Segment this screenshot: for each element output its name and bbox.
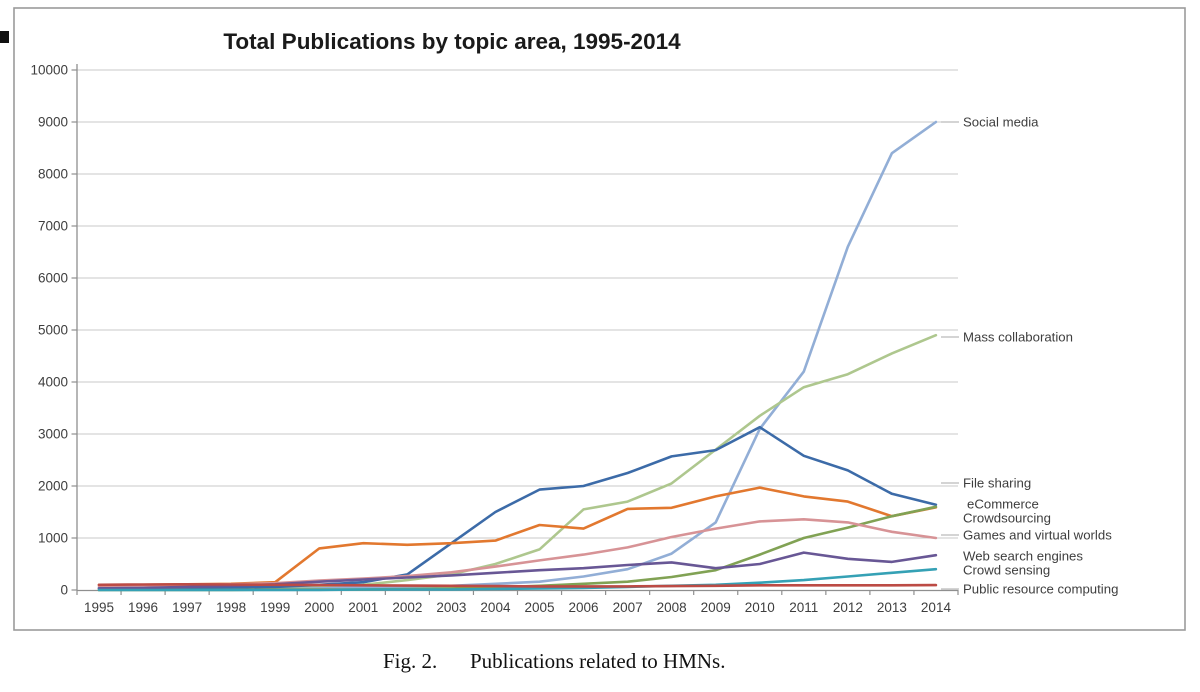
scan-artifact [0,31,9,43]
x-axis-label: 2004 [480,600,511,615]
x-axis-label: 2010 [745,600,775,615]
y-axis-label: 10000 [30,63,68,78]
x-axis-label: 2006 [569,600,599,615]
y-axis-label: 2000 [38,479,68,494]
x-axis-label: 2009 [701,600,731,615]
figure-caption-text: Publications related to HMNs. [470,649,725,673]
x-axis-label: 1997 [172,600,202,615]
x-axis-label: 2014 [921,600,952,615]
series-label-games-and-virtual-worlds: Games and virtual worlds [963,528,1112,543]
x-axis-label: 1998 [216,600,246,615]
x-axis-label: 2007 [613,600,643,615]
series-line-public-resource-computing [97,582,938,588]
series-line-file-sharing [97,425,938,590]
series-label-web-search-engines: Web search engines [963,549,1083,564]
x-axis-label: 2013 [877,600,907,615]
y-axis-label: 7000 [38,219,68,234]
series-label-crowdsourcing: Crowdsourcing [963,511,1051,526]
x-axis-label: 1999 [260,600,290,615]
x-axis-label: 1995 [84,600,114,615]
chart-title: Total Publications by topic area, 1995-2… [223,29,681,54]
x-axis-label: 2012 [833,600,863,615]
series-label-ecommerce: eCommerce [967,497,1039,512]
y-axis-label: 8000 [38,167,68,182]
x-axis-label: 2003 [436,600,466,615]
x-axis-label: 2002 [392,600,422,615]
y-axis-label: 5000 [38,323,68,338]
series-label-crowd-sensing: Crowd sensing [963,563,1050,578]
x-axis-label: 2008 [657,600,687,615]
x-axis-label: 2001 [348,600,378,615]
series-line-crowd-sensing [97,567,938,592]
y-axis-label: 0 [60,583,68,598]
y-axis-label: 4000 [38,375,68,390]
y-axis-label: 6000 [38,271,68,286]
figure-caption-label: Fig. 2. [383,649,437,673]
y-axis-label: 3000 [38,427,68,442]
series-label-social-media: Social media [963,115,1039,130]
x-axis-label: 1996 [128,600,158,615]
series-label-mass-collaboration: Mass collaboration [963,330,1073,345]
x-axis-label: 2011 [789,600,818,615]
x-axis-label: 2005 [524,600,554,615]
chart-frame [13,7,1186,631]
y-axis-label: 9000 [38,115,68,130]
series-label-public-resource-computing: Public resource computing [963,582,1118,597]
series-label-file-sharing: File sharing [963,476,1031,491]
y-axis-label: 1000 [38,531,68,546]
x-axis-label: 2000 [304,600,334,615]
